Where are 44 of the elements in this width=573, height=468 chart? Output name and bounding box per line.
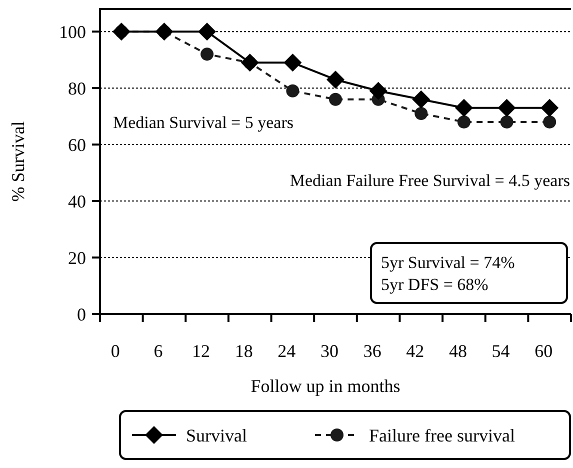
y-axis-title: % Survival — [8, 121, 28, 202]
y-tick-label: 100 — [59, 22, 86, 42]
point — [414, 106, 428, 120]
point — [498, 98, 516, 117]
x-tick-label: 18 — [234, 341, 253, 361]
x-tick-label: 30 — [320, 341, 338, 361]
point — [412, 90, 430, 108]
point — [328, 92, 342, 106]
point — [200, 48, 214, 61]
point — [543, 115, 556, 128]
point — [198, 22, 216, 41]
x-axis-title: Follow up in months — [250, 376, 400, 396]
point — [284, 54, 302, 72]
point — [369, 82, 388, 100]
annotation: Median Failure Free Survival = 4.5 years — [290, 171, 570, 190]
note-box: 5yr Survival = 74% 5yr DFS = 68% — [370, 242, 568, 304]
annotation: 5yr Survival = 74% — [381, 253, 515, 272]
x-tick-label: 60 — [534, 341, 553, 361]
y-tick-label: 60 — [68, 134, 86, 155]
x-tick-label: 0 — [110, 341, 120, 361]
y-tick-label: 80 — [68, 78, 86, 98]
annotation: Median Survival = 5 years — [113, 113, 294, 132]
x-tick-label: 54 — [492, 341, 510, 361]
x-tick-label: 6 — [154, 341, 163, 361]
point — [540, 98, 559, 117]
x-tick-label: 24 — [278, 341, 296, 361]
x-tick-label: 48 — [448, 341, 467, 361]
x-tick-label: 42 — [406, 341, 424, 361]
point — [112, 22, 130, 41]
x-tick-label: 36 — [363, 341, 382, 361]
point — [457, 115, 470, 128]
annotation: 5yr DFS = 68% — [381, 275, 488, 294]
point — [240, 54, 259, 72]
legend-label: Failure free survival — [369, 425, 515, 446]
x-tick-label: 12 — [192, 341, 210, 361]
point — [286, 84, 300, 98]
legend-label: Survival — [186, 425, 247, 446]
y-tick-label: 40 — [68, 191, 86, 212]
y-tick-label: 20 — [68, 248, 86, 268]
point — [326, 70, 344, 89]
point — [454, 98, 473, 117]
y-tick-label: 0 — [77, 304, 86, 324]
point — [155, 22, 174, 41]
point — [500, 115, 514, 128]
